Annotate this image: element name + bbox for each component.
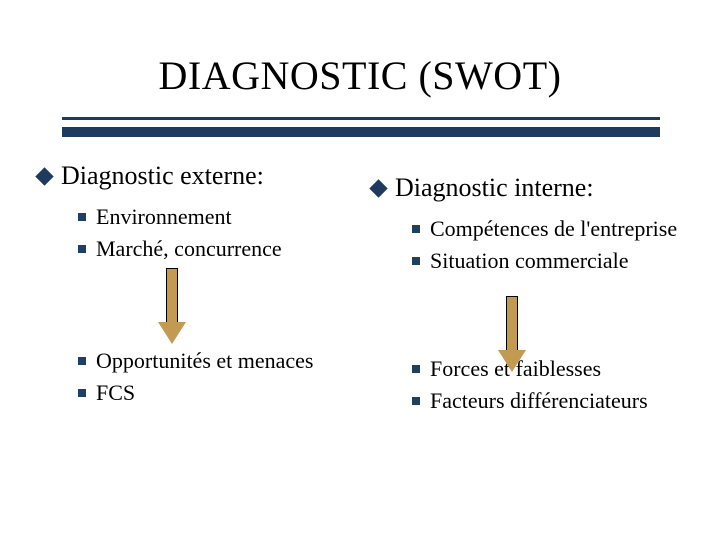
spacer: [38, 267, 354, 347]
list-item: Forces et faiblesses: [412, 355, 688, 383]
list-item: Opportunités et menaces: [78, 347, 354, 375]
square-bullet-icon: [412, 365, 420, 373]
down-arrow-icon: [498, 296, 526, 372]
list-item-text: Compétences de l'entreprise: [430, 215, 677, 243]
left-heading-text: Diagnostic externe:: [61, 160, 264, 193]
list-item: Environnement: [78, 203, 354, 231]
list-item-text: Facteurs différenciateurs: [430, 387, 648, 415]
right-heading-item: Diagnostic interne:: [372, 172, 688, 205]
list-item: FCS: [78, 379, 354, 407]
right-group1: Compétences de l'entreprise Situation co…: [412, 215, 688, 275]
arrow-head: [498, 350, 526, 372]
list-item: Compétences de l'entreprise: [412, 215, 688, 243]
arrow-shaft: [506, 296, 518, 350]
list-item-text: Environnement: [96, 203, 232, 231]
left-heading-item: Diagnostic externe:: [38, 160, 354, 193]
square-bullet-icon: [78, 357, 86, 365]
slide: DIAGNOSTIC (SWOT) Diagnostic externe: En…: [0, 0, 720, 540]
slide-title: DIAGNOSTIC (SWOT): [0, 52, 720, 99]
square-bullet-icon: [412, 225, 420, 233]
content-columns: Diagnostic externe: Environnement Marché…: [38, 160, 688, 419]
list-item-text: Marché, concurrence: [96, 235, 282, 263]
title-underline-thick: [62, 127, 660, 137]
left-column: Diagnostic externe: Environnement Marché…: [38, 160, 354, 419]
list-item-text: Situation commerciale: [430, 247, 629, 275]
list-item-text: Opportunités et menaces: [96, 347, 314, 375]
list-item: Facteurs différenciateurs: [412, 387, 688, 415]
arrow-head: [158, 322, 186, 344]
right-group2: Forces et faiblesses Facteurs différenci…: [412, 355, 688, 415]
square-bullet-icon: [78, 213, 86, 221]
square-bullet-icon: [412, 397, 420, 405]
title-underline-thin: [62, 117, 660, 120]
list-item: Marché, concurrence: [78, 235, 354, 263]
square-bullet-icon: [78, 245, 86, 253]
diamond-bullet-icon: [35, 167, 53, 185]
square-bullet-icon: [78, 389, 86, 397]
arrow-shaft: [166, 268, 178, 322]
left-group2: Opportunités et menaces FCS: [78, 347, 354, 407]
diamond-bullet-icon: [369, 179, 387, 197]
right-heading-text: Diagnostic interne:: [395, 172, 594, 205]
spacer: [372, 279, 688, 355]
left-group1: Environnement Marché, concurrence: [78, 203, 354, 263]
right-column: Diagnostic interne: Compétences de l'ent…: [372, 172, 688, 419]
down-arrow-icon: [158, 268, 186, 344]
list-item: Situation commerciale: [412, 247, 688, 275]
square-bullet-icon: [412, 257, 420, 265]
list-item-text: FCS: [96, 379, 135, 407]
